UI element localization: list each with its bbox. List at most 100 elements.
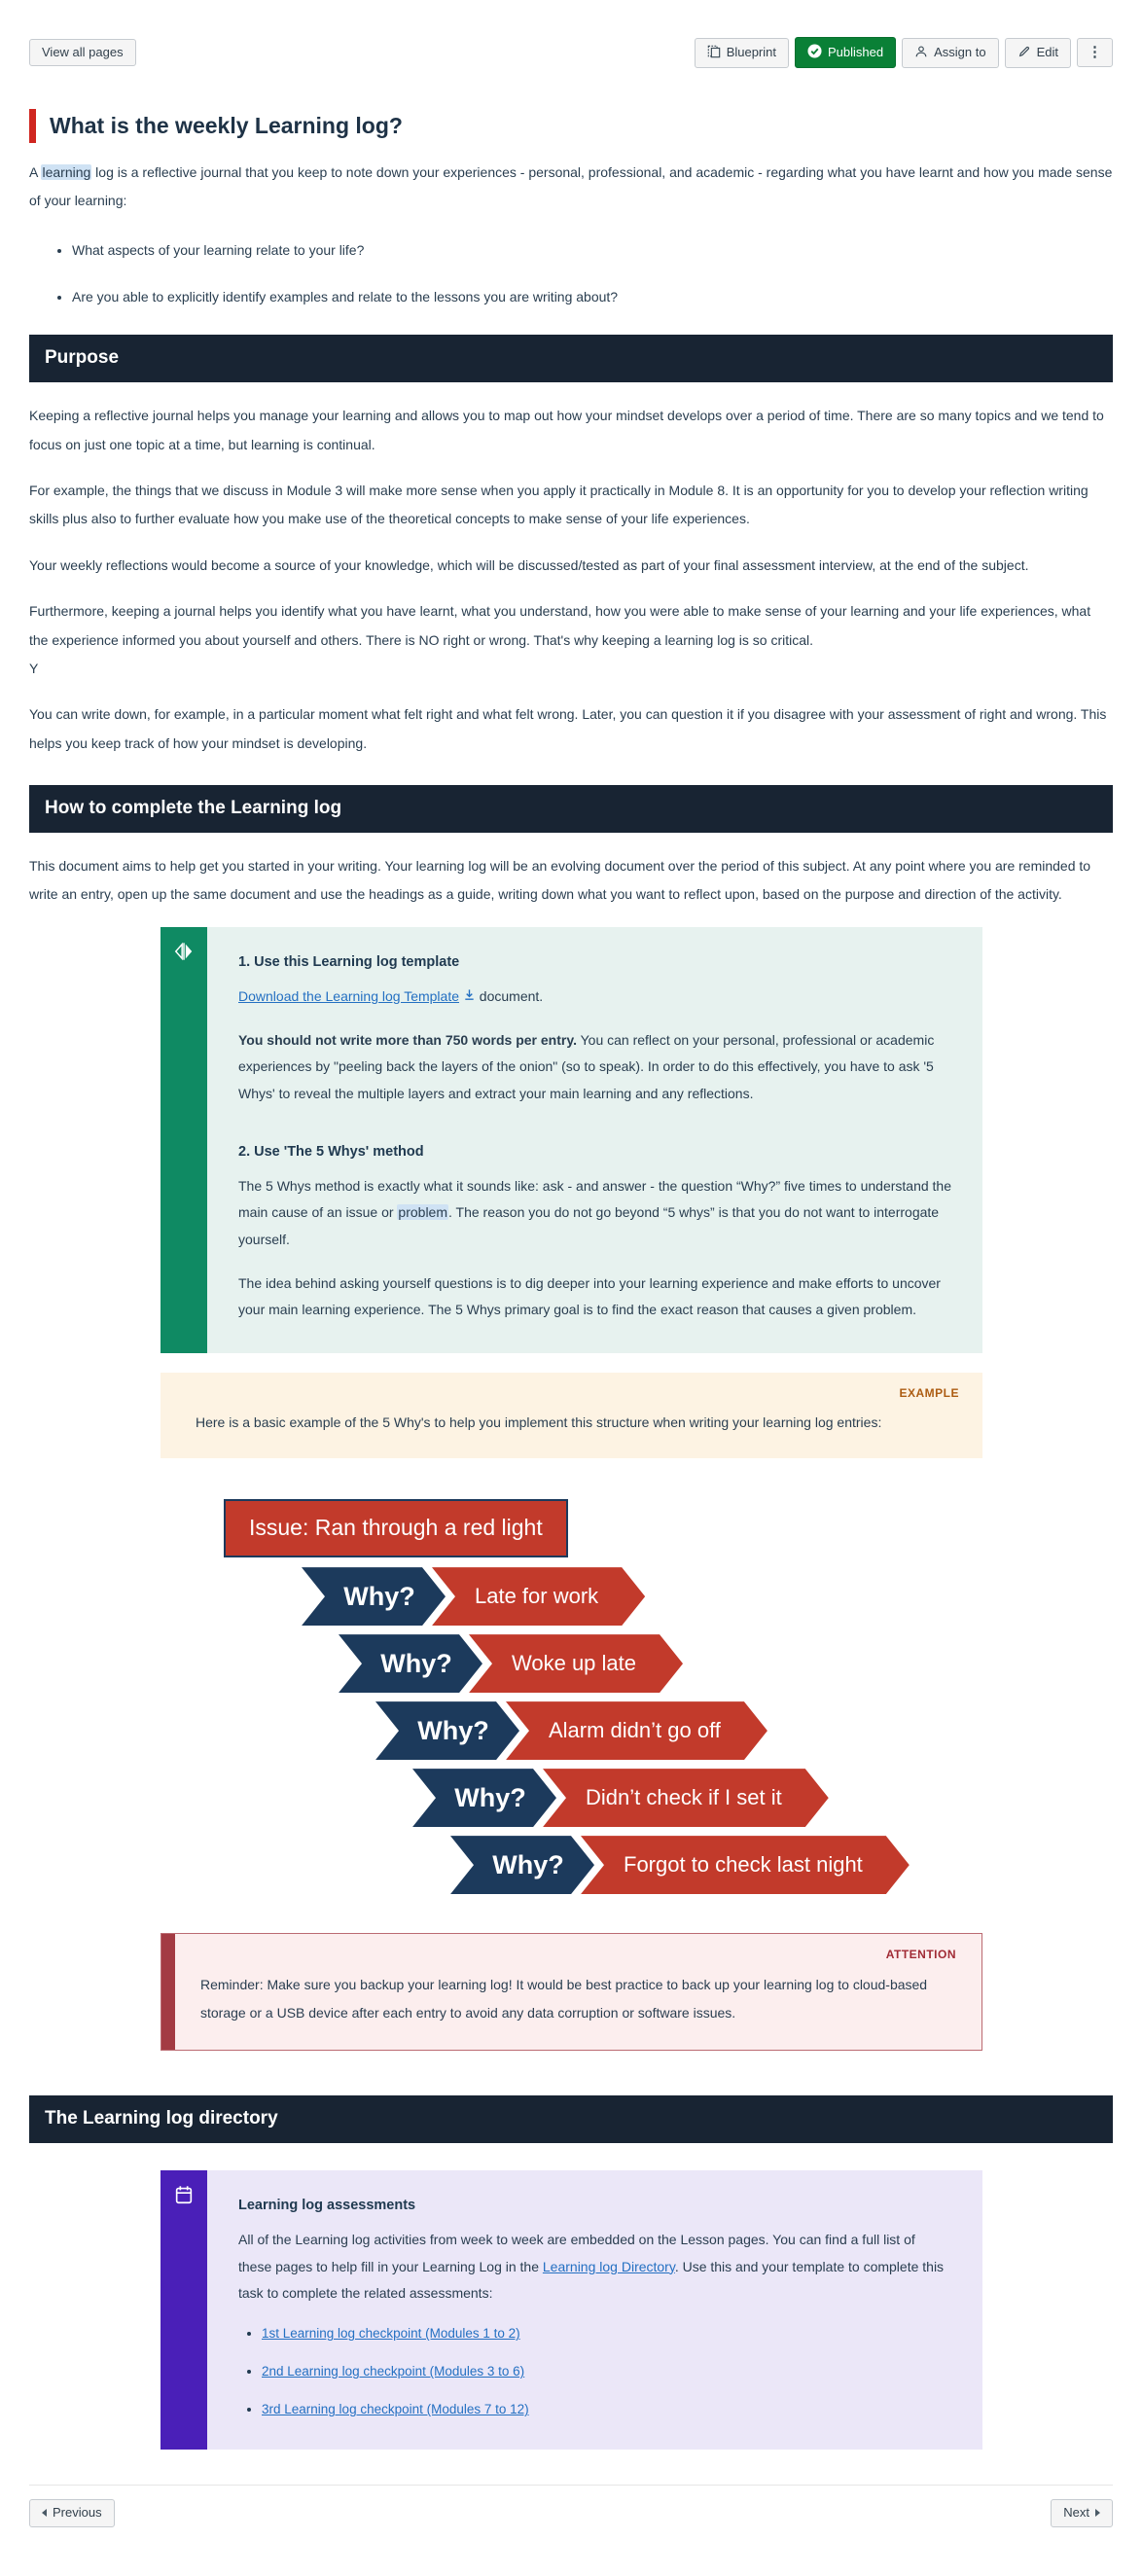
assessments-callout-box: Learning log assessments All of the Lear… [161,2170,982,2451]
five-whys-paragraph-1: The 5 Whys method is exactly what it sou… [238,1173,951,1253]
blueprint-button[interactable]: Blueprint [694,37,789,68]
checkpoint-1-link[interactable]: 1st Learning log checkpoint (Modules 1 t… [262,2326,520,2342]
example-label: EXAMPLE [899,1385,959,1400]
section-banner-how-to: How to complete the Learning log [29,785,1113,834]
calendar-icon [173,2184,195,2450]
assessments-text-cont: . Use this and your template to complete… [238,2258,945,2301]
answer-chevron: Didn’t check if I set it [543,1769,829,1827]
page-footer-nav: Previous Next [29,2485,1113,2527]
how-to-paragraph: This document aims to help get you start… [29,858,1091,903]
next-label: Next [1063,2505,1089,2521]
list-item: Are you able to explicitly identify exam… [72,286,1113,307]
section-banner-purpose: Purpose [29,335,1113,383]
assessments-paragraph: All of the Learning log activities from … [238,2227,951,2307]
purpose-paragraph: Your weekly reflections would become a s… [29,556,1029,573]
section-banner-directory: The Learning log directory [29,2095,1113,2144]
person-icon [914,45,928,61]
list-item: 3rd Learning log checkpoint (Modules 7 t… [262,2402,951,2416]
attention-label: ATTENTION [885,1948,956,1962]
intro-paragraph: A learning log is a reflective journal t… [29,159,1113,216]
why-chevron: Why? [339,1634,482,1693]
highlighted-word: learning [41,163,92,180]
answer-chevron: Alarm didn’t go off [506,1701,767,1760]
purpose-paragraph: Keeping a reflective journal helps you m… [29,408,1104,452]
more-options-button[interactable]: ⋮ [1077,37,1113,68]
purpose-paragraph: Furthermore, keeping a journal helps you… [29,603,1091,676]
template-box-accent-bar [161,926,207,1353]
five-whys-text: The 5 Whys method is exactly what it sou… [238,1178,952,1221]
attention-callout-box: ATTENTION Reminder: Make sure you backup… [161,1933,982,2052]
highlighted-word: problem [397,1204,449,1221]
checkpoint-2-link[interactable]: 2nd Learning log checkpoint (Modules 3 t… [262,2364,525,2379]
view-all-pages-button[interactable]: View all pages [29,39,136,67]
assessments-body: Learning log assessments All of the Lear… [207,2170,982,2451]
assessments-accent-bar [161,2170,207,2451]
why-row-4: Why? Didn’t check if I set it [412,1769,829,1827]
why-chevron: Why? [412,1769,556,1827]
template-section1-text: You can reflect on your personal, profes… [238,1032,935,1101]
published-check-icon [807,44,822,61]
published-button[interactable]: Published [795,37,897,69]
answer-chevron: Forgot to check last night [581,1836,910,1894]
learning-log-directory-link[interactable]: Learning log Directory [542,2258,675,2274]
word-limit-bold: You should not write more than 750 words… [238,1032,577,1049]
next-arrow-icon [1095,2509,1100,2518]
template-section2-title: 2. Use 'The 5 Whys' method [238,1144,424,1161]
download-icon[interactable] [463,988,476,1004]
template-callout-box: 1. Use this Learning log template Downlo… [161,926,982,1353]
how-to-section: This document aims to help get you start… [29,852,1113,910]
published-label: Published [828,45,884,59]
intro-text: A [29,163,42,180]
view-all-pages-label: View all pages [42,45,124,59]
why-row-3: Why? Alarm didn’t go off [375,1701,767,1760]
template-icon [173,941,195,1353]
answer-chevron: Late for work [432,1567,645,1626]
intro-section: A learning log is a reflective journal t… [29,159,1113,308]
previous-label: Previous [53,2505,102,2521]
five-whys-diagram: Issue: Ran through a red light Why? Late… [29,1499,1113,1900]
why-chevron: Why? [375,1701,519,1760]
list-item: What aspects of your learning relate to … [72,239,1113,261]
answer-chevron: Woke up late [469,1634,683,1693]
example-text: Here is a basic example of the 5 Why's t… [196,1413,882,1430]
assessments-text: All of the Learning log activities from … [238,2232,915,2274]
purpose-paragraph: You can write down, for example, in a pa… [29,706,1107,751]
issue-box: Issue: Ran through a red light [224,1499,568,1557]
purpose-paragraph: For example, the things that we discuss … [29,483,1088,527]
assign-to-button[interactable]: Assign to [902,37,999,68]
download-suffix: document. [475,987,544,1004]
pencil-icon [1017,45,1031,61]
purpose-section: Keeping a reflective journal helps you m… [29,402,1113,758]
template-section1-title: 1. Use this Learning log template [238,953,460,970]
why-row-5: Why? Forgot to check last night [450,1836,910,1894]
download-template-link[interactable]: Download the Learning log Template [238,987,460,1004]
edit-button[interactable]: Edit [1004,37,1071,68]
intro-bullet-list: What aspects of your learning relate to … [29,239,1113,308]
page-content: View all pages Blueprint Published Assig… [0,37,1142,2576]
list-item: 2nd Learning log checkpoint (Modules 3 t… [262,2364,951,2379]
example-callout-box: EXAMPLE Here is a basic example of the 5… [161,1372,982,1459]
attention-accent-bar [161,1934,175,2051]
attention-text: Reminder: Make sure you backup your lear… [200,1977,928,2021]
assessments-title: Learning log assessments [238,2198,416,2214]
list-item: 1st Learning log checkpoint (Modules 1 t… [262,2326,951,2341]
blueprint-icon [707,45,721,61]
assign-to-label: Assign to [934,45,986,59]
next-page-button[interactable]: Next [1051,2499,1113,2527]
why-row-2: Why? Woke up late [339,1634,683,1693]
template-box-body: 1. Use this Learning log template Downlo… [207,926,982,1353]
toolbar-actions: Blueprint Published Assign to Edit ⋮ [694,37,1113,69]
page-title: What is the weekly Learning log? [29,109,1113,143]
five-whys-paragraph-2: The idea behind asking yourself question… [238,1274,941,1318]
why-row-1: Why? Late for work [302,1567,645,1626]
template-download-line: Download the Learning log Template docum… [238,984,951,1010]
attention-body: ATTENTION Reminder: Make sure you backup… [175,1934,981,2050]
checkpoint-3-link[interactable]: 3rd Learning log checkpoint (Modules 7 t… [262,2402,529,2417]
previous-page-button[interactable]: Previous [29,2499,115,2527]
five-whys-text-cont: . The reason you do not go beyond “5 why… [238,1204,940,1247]
template-section1-paragraph: You should not write more than 750 words… [238,1027,951,1107]
why-chevron: Why? [450,1836,594,1894]
previous-arrow-icon [42,2509,47,2518]
kebab-icon: ⋮ [1088,43,1102,60]
intro-text-cont: log is a reflective journal that you kee… [29,163,1113,209]
